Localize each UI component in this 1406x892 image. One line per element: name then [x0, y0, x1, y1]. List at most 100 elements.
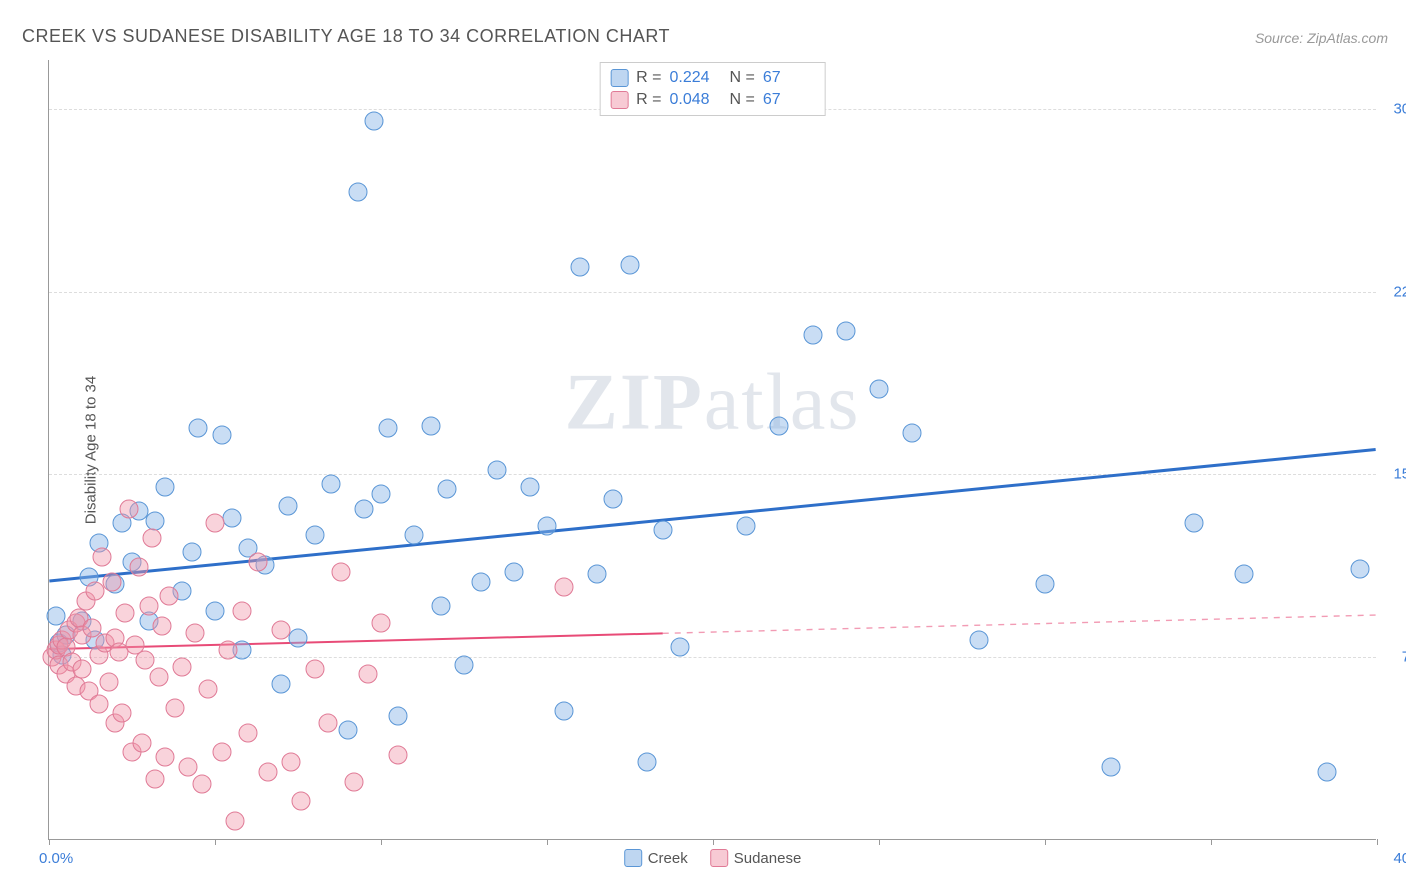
scatter-point-sudanese: [282, 753, 301, 772]
trend-lines: [49, 60, 1376, 839]
scatter-point-sudanese: [119, 499, 138, 518]
scatter-point-sudanese: [146, 770, 165, 789]
scatter-point-creek: [504, 562, 523, 581]
scatter-point-sudanese: [113, 704, 132, 723]
scatter-point-creek: [421, 416, 440, 435]
grid-line: [49, 474, 1376, 475]
scatter-point-creek: [348, 182, 367, 201]
scatter-point-sudanese: [186, 623, 205, 642]
scatter-point-creek: [670, 638, 689, 657]
scatter-point-creek: [212, 426, 231, 445]
scatter-point-creek: [355, 499, 374, 518]
y-tick-label: 7.5%: [1381, 649, 1406, 666]
x-tick: [49, 839, 50, 845]
scatter-point-creek: [289, 628, 308, 647]
scatter-point-creek: [1351, 560, 1370, 579]
scatter-point-creek: [405, 526, 424, 545]
stats-row-sudanese: R = 0.048 N = 67: [610, 89, 815, 111]
chart-title: CREEK VS SUDANESE DISABILITY AGE 18 TO 3…: [22, 26, 670, 47]
scatter-point-creek: [206, 601, 225, 620]
x-tick: [1045, 839, 1046, 845]
scatter-point-creek: [621, 255, 640, 274]
scatter-point-sudanese: [132, 733, 151, 752]
legend-item-creek: Creek: [624, 849, 688, 867]
scatter-point-creek: [969, 631, 988, 650]
scatter-point-sudanese: [172, 657, 191, 676]
scatter-point-creek: [372, 484, 391, 503]
scatter-point-sudanese: [212, 743, 231, 762]
x-tick: [879, 839, 880, 845]
scatter-point-creek: [365, 111, 384, 130]
scatter-point-sudanese: [73, 660, 92, 679]
trend-line-dashed-sudanese: [663, 615, 1376, 633]
scatter-point-creek: [455, 655, 474, 674]
scatter-point-sudanese: [225, 811, 244, 830]
scatter-point-sudanese: [199, 679, 218, 698]
scatter-point-creek: [222, 509, 241, 528]
watermark: ZIPatlas: [565, 357, 861, 448]
legend-item-sudanese: Sudanese: [710, 849, 802, 867]
scatter-point-creek: [903, 423, 922, 442]
scatter-point-creek: [338, 721, 357, 740]
scatter-point-sudanese: [179, 757, 198, 776]
scatter-point-sudanese: [136, 650, 155, 669]
scatter-point-creek: [870, 380, 889, 399]
x-tick: [215, 839, 216, 845]
x-tick: [381, 839, 382, 845]
r-value-creek: 0.224: [670, 69, 722, 87]
scatter-point-creek: [1036, 575, 1055, 594]
scatter-point-creek: [737, 516, 756, 535]
scatter-point-creek: [488, 460, 507, 479]
r-label: R =: [636, 69, 661, 87]
stats-row-creek: R = 0.224 N = 67: [610, 67, 815, 89]
scatter-point-sudanese: [345, 772, 364, 791]
source-attribution: Source: ZipAtlas.com: [1255, 30, 1388, 46]
n-label: N =: [730, 91, 755, 109]
scatter-point-creek: [571, 258, 590, 277]
scatter-point-sudanese: [139, 597, 158, 616]
n-value-creek: 67: [763, 69, 815, 87]
swatch-sudanese-icon: [610, 91, 628, 109]
y-axis-title: Disability Age 18 to 34: [83, 375, 100, 523]
scatter-point-sudanese: [259, 762, 278, 781]
x-tick: [1377, 839, 1378, 845]
scatter-point-sudanese: [219, 640, 238, 659]
scatter-point-sudanese: [249, 553, 268, 572]
scatter-point-creek: [587, 565, 606, 584]
bottom-legend: Creek Sudanese: [624, 849, 802, 867]
scatter-point-sudanese: [239, 723, 258, 742]
scatter-point-creek: [604, 489, 623, 508]
scatter-point-sudanese: [89, 694, 108, 713]
scatter-point-sudanese: [103, 572, 122, 591]
scatter-point-creek: [836, 321, 855, 340]
grid-line: [49, 292, 1376, 293]
scatter-point-creek: [803, 326, 822, 345]
y-tick-label: 15.0%: [1381, 466, 1406, 483]
scatter-point-sudanese: [159, 587, 178, 606]
scatter-point-creek: [637, 753, 656, 772]
scatter-point-sudanese: [318, 714, 337, 733]
scatter-point-creek: [1318, 762, 1337, 781]
scatter-point-sudanese: [332, 562, 351, 581]
scatter-point-sudanese: [292, 792, 311, 811]
legend-label-creek: Creek: [648, 850, 688, 867]
swatch-creek-icon: [610, 69, 628, 87]
scatter-point-sudanese: [206, 514, 225, 533]
y-tick-label: 30.0%: [1381, 100, 1406, 117]
scatter-point-sudanese: [554, 577, 573, 596]
swatch-sudanese-icon: [710, 849, 728, 867]
scatter-point-creek: [654, 521, 673, 540]
scatter-point-creek: [471, 572, 490, 591]
scatter-point-sudanese: [166, 699, 185, 718]
scatter-point-creek: [1102, 757, 1121, 776]
x-tick: [713, 839, 714, 845]
scatter-point-sudanese: [149, 667, 168, 686]
scatter-point-creek: [272, 675, 291, 694]
scatter-point-creek: [189, 419, 208, 438]
scatter-point-creek: [1235, 565, 1254, 584]
scatter-point-sudanese: [116, 604, 135, 623]
legend-label-sudanese: Sudanese: [734, 850, 802, 867]
scatter-point-creek: [322, 475, 341, 494]
x-tick: [547, 839, 548, 845]
scatter-point-sudanese: [372, 614, 391, 633]
